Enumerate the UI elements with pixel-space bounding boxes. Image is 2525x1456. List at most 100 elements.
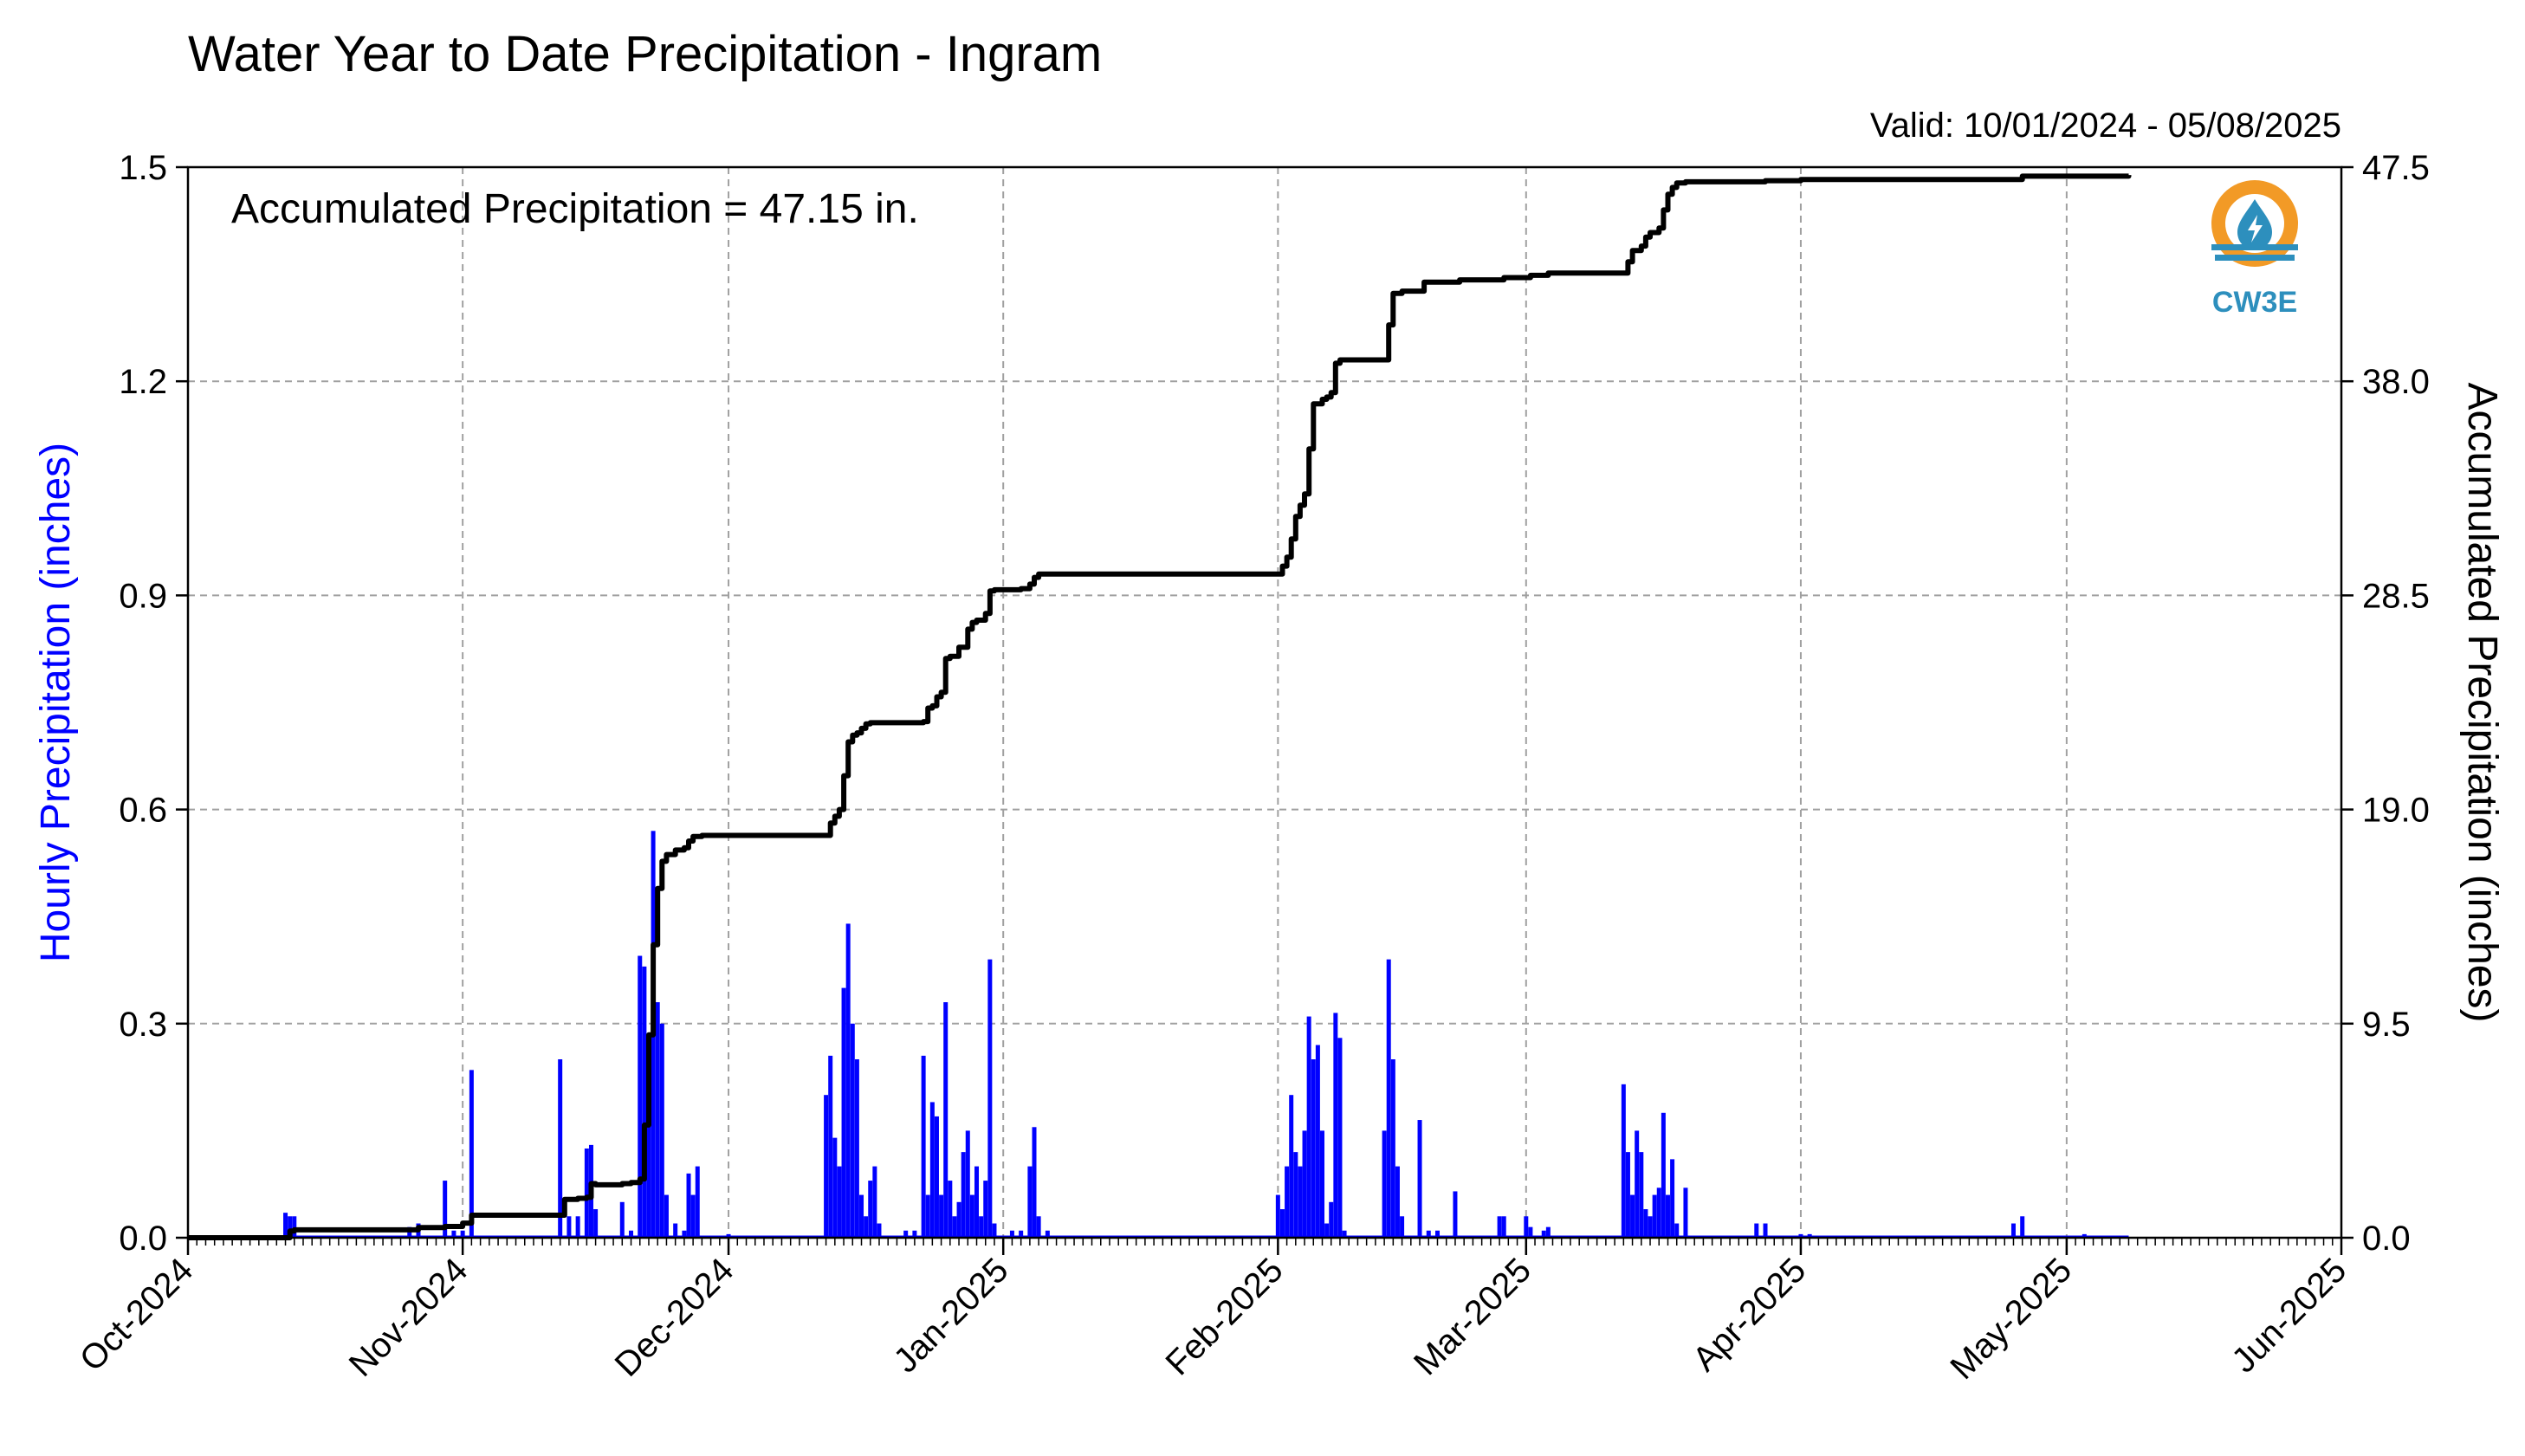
hourly-precip-bar: [934, 1116, 939, 1238]
hourly-precip-bar: [864, 1216, 869, 1238]
hourly-precip-bar: [868, 1181, 873, 1238]
hourly-precip-bar: [1293, 1152, 1298, 1238]
x-tick-label: Mar-2025: [1407, 1251, 1538, 1382]
hourly-precip-bar: [1426, 1230, 1431, 1238]
hourly-precip-bar: [469, 1070, 474, 1238]
hourly-precip-bar: [903, 1230, 909, 1238]
hourly-precip-bar: [1665, 1194, 1670, 1238]
hourly-precip-bar: [969, 1194, 974, 1238]
right-tick-label: 19.0: [2362, 792, 2430, 830]
hourly-precip-bar: [726, 1233, 731, 1238]
x-tick-label: Apr-2025: [1686, 1251, 1813, 1378]
hourly-precip-bar: [443, 1181, 448, 1238]
hourly-precip-bar: [1807, 1233, 1812, 1238]
hourly-precip-bar: [1302, 1130, 1307, 1238]
hourly-precip-bar: [451, 1230, 456, 1238]
hourly-precip-bar: [872, 1166, 877, 1238]
hourly-precip-bar: [1315, 1045, 1320, 1238]
hourly-precip-bar: [1045, 1230, 1050, 1238]
hourly-precip-bar: [682, 1230, 687, 1238]
hourly-precip-bar: [1630, 1194, 1635, 1238]
hourly-precip-bar: [1009, 1230, 1014, 1238]
x-tick-label: May-2025: [1943, 1251, 2079, 1387]
hourly-precip-bar: [961, 1152, 966, 1238]
valid-date-range: Valid: 10/01/2024 - 05/08/2025: [1870, 107, 2341, 145]
hourly-precip-bar: [974, 1166, 980, 1238]
hourly-precip-bar: [664, 1194, 669, 1238]
right-axis-label: Accumulated Precipitation (inches): [2459, 382, 2505, 1022]
x-axis: Oct-2024 Nov-2024 Dec-2024 Jan-2025 Feb-2025…: [73, 1238, 2353, 1387]
hourly-precip-bar: [2020, 1216, 2025, 1238]
left-tick-label: 0.3: [119, 1006, 167, 1044]
logo-wave-2: [2215, 255, 2295, 261]
hourly-precip-bar: [1298, 1166, 1303, 1238]
hourly-precip-bar: [1501, 1216, 1506, 1238]
hourly-precip-bar: [1289, 1095, 1294, 1238]
logo-label: CW3E: [2212, 286, 2297, 319]
hourly-precip-bar: [575, 1216, 580, 1238]
hourly-precip-bar: [1656, 1187, 1661, 1238]
hourly-precip-bar: [673, 1223, 678, 1238]
hourly-precip-bar: [992, 1223, 997, 1238]
hourly-precip-bar: [288, 1216, 293, 1238]
right-y-axis: 0.0 9.5 19.0 28.5 38.0 47.5: [2341, 149, 2430, 1258]
hourly-precip-bar: [850, 1023, 855, 1238]
hourly-precip-bar: [1417, 1120, 1422, 1238]
hourly-precip-bar: [1382, 1130, 1387, 1238]
hourly-precip-bar: [1798, 1233, 1803, 1238]
hourly-precip-bar: [655, 1002, 660, 1238]
logo-wave-1: [2211, 244, 2298, 250]
left-tick-label: 0.9: [119, 577, 167, 615]
hourly-precip-bar: [979, 1216, 984, 1238]
hourly-precip-bar: [1027, 1166, 1033, 1238]
hourly-precip-bar: [1319, 1130, 1324, 1238]
plot-frame: [186, 165, 2343, 1239]
accumulated-precipitation-line-group: [188, 173, 2132, 1240]
hourly-precip-bar: [1763, 1223, 1768, 1238]
right-tick-label: 28.5: [2362, 577, 2430, 615]
hourly-precip-bar: [1019, 1230, 1024, 1238]
hourly-precip-bar: [1524, 1216, 1529, 1238]
hourly-precip-bar: [965, 1130, 970, 1238]
hourly-precip-bar: [1639, 1152, 1644, 1238]
accumulated-precipitation-line: [188, 173, 2132, 1240]
hourly-precip-bar: [619, 1201, 625, 1238]
hourly-precip-bar: [939, 1194, 944, 1238]
x-tick-label: Nov-2024: [342, 1251, 476, 1384]
hourly-precip-bar: [845, 923, 851, 1238]
x-tick-label: Jan-2025: [887, 1251, 1016, 1380]
hourly-precip-bar: [925, 1194, 930, 1238]
hourly-precip-bar: [642, 966, 647, 1238]
hourly-precip-bar: [1279, 1209, 1285, 1238]
right-tick-label: 0.0: [2362, 1220, 2411, 1258]
hourly-precip-bar: [638, 955, 643, 1238]
hourly-precip-bar: [1453, 1191, 1458, 1238]
right-tick-label: 47.5: [2362, 149, 2430, 187]
hourly-precip-bar: [877, 1223, 882, 1238]
hourly-precip-bar: [1545, 1226, 1551, 1238]
hourly-precip-bar: [1386, 959, 1391, 1238]
hourly-precip-bar: [593, 1209, 599, 1238]
hourly-precip-bar: [859, 1194, 864, 1238]
accumulated-precipitation-annotation: Accumulated Precipitation = 47.15 in.: [231, 186, 919, 232]
hourly-precip-bar: [1329, 1201, 1334, 1238]
hourly-precip-bar: [832, 1137, 838, 1238]
left-tick-label: 1.5: [119, 149, 167, 187]
hourly-precip-bar: [854, 1059, 859, 1238]
hourly-precip-bar: [1285, 1166, 1290, 1238]
hourly-precip-bar: [1275, 1194, 1280, 1238]
hourly-precip-bar: [828, 1055, 833, 1238]
hourly-precip-bar: [1528, 1226, 1533, 1238]
hourly-precip-bar: [824, 1095, 829, 1238]
hourly-precip-bar: [929, 1102, 935, 1238]
hourly-precip-bar: [841, 987, 846, 1238]
hourly-precip-bar: [1674, 1223, 1680, 1238]
hourly-precip-bar: [646, 1095, 651, 1238]
left-tick-label: 0.0: [119, 1220, 167, 1258]
hourly-precip-bar: [292, 1216, 297, 1238]
hourly-precip-bar: [1032, 1127, 1037, 1238]
grid-lines: [188, 167, 2341, 1238]
hourly-precip-bar: [1670, 1159, 1675, 1238]
hourly-precip-bar: [283, 1213, 288, 1238]
